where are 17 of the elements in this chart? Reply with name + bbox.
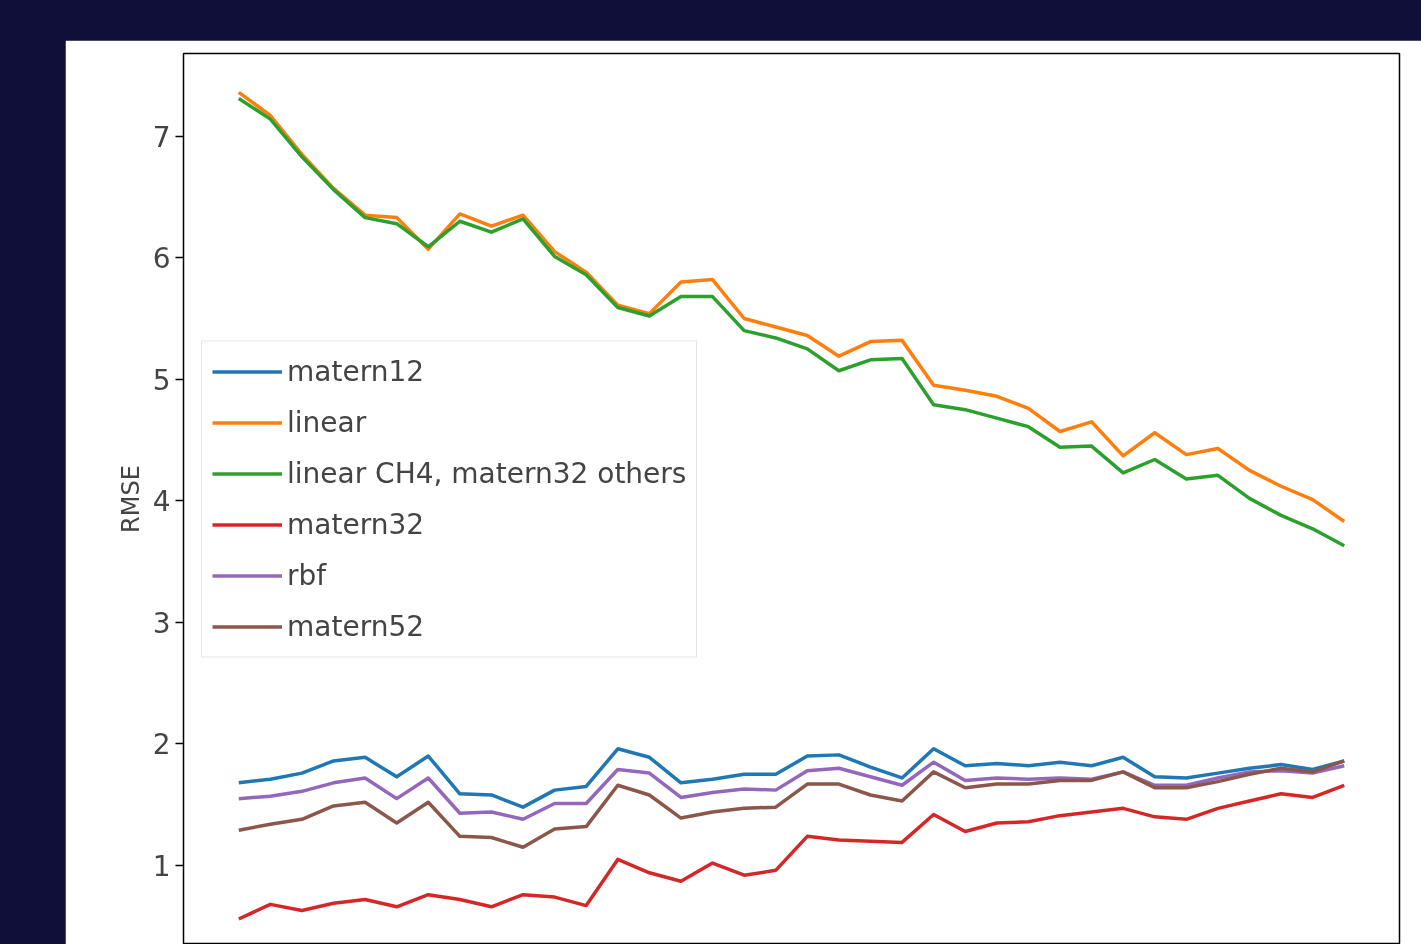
legend-label: linear (287, 404, 367, 441)
line-series (237, 760, 1346, 822)
line-series (237, 759, 1346, 850)
y-tick-label: 7 (152, 120, 171, 154)
y-tick-label: 3 (152, 606, 171, 640)
legend-label: rbf (287, 557, 327, 594)
y-tick-label: 1 (152, 849, 171, 883)
line-series (237, 783, 1346, 921)
legend-label: matern32 (287, 506, 425, 543)
y-axis-title: RMSE (116, 465, 145, 533)
legend-label: matern12 (287, 353, 425, 390)
y-tick-label: 5 (152, 363, 171, 397)
y-tick-label: 4 (152, 485, 171, 519)
legend-label: matern52 (287, 608, 425, 645)
y-tick-label: 6 (152, 242, 171, 276)
legend-label: linear CH4, matern32 others (287, 455, 687, 492)
y-tick-label: 2 (152, 728, 171, 762)
